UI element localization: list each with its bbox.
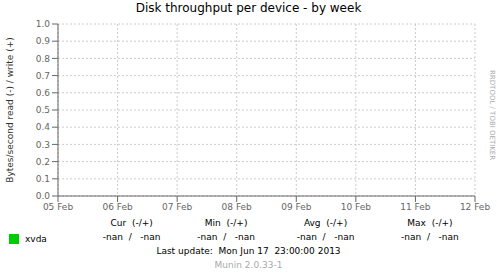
html-text:-nan / -nan: -nan / -nan (401, 232, 459, 242)
html-text:Last update: Mon Jun 17 23:00:: Last update: Mon Jun 17 23:00:00 2013 (156, 246, 341, 256)
svg-text:07 Feb: 07 Feb (162, 202, 193, 212)
html-text:Cur (-/+): Cur (-/+) (110, 218, 153, 228)
svg-text:0.2: 0.2 (36, 157, 50, 167)
svg-text:0.7: 0.7 (36, 71, 50, 81)
svg-text:1.0: 1.0 (36, 19, 51, 29)
svg-text:12 Feb: 12 Feb (460, 202, 491, 212)
svg-text:05 Feb: 05 Feb (43, 202, 74, 212)
svg-text:0.1: 0.1 (36, 174, 50, 184)
svg-text:08 Feb: 08 Feb (222, 202, 253, 212)
svg-text:11 Feb: 11 Feb (400, 202, 431, 212)
svg-text:0.3: 0.3 (36, 140, 50, 150)
html-text:-nan / -nan: -nan / -nan (296, 232, 355, 242)
svg-text:09 Feb: 09 Feb (281, 202, 312, 212)
html-text:xvda: xvda (25, 234, 47, 244)
svg-text:0.8: 0.8 (36, 54, 51, 64)
svg-text:Bytes/second read (-) / write: Bytes/second read (-) / write (+) (5, 37, 15, 182)
svg-text:06 Feb: 06 Feb (102, 202, 133, 212)
svg-text:0.0: 0.0 (36, 191, 51, 201)
svg-text:0.9: 0.9 (36, 36, 51, 46)
svg-text:0.4: 0.4 (36, 122, 51, 132)
svg-text:10 Feb: 10 Feb (341, 202, 372, 212)
svg-text:0.6: 0.6 (36, 88, 51, 98)
html-text:Max (-/+): Max (-/+) (407, 218, 453, 228)
html-text:Munin 2.0.33-1: Munin 2.0.33-1 (214, 260, 283, 270)
html-text:-nan / -nan: -nan / -nan (197, 232, 255, 242)
html-text:Min (-/+): Min (-/+) (204, 218, 248, 228)
html-text:Avg (-/+): Avg (-/+) (303, 218, 348, 228)
svg-text:0.5: 0.5 (36, 105, 50, 115)
html-text:Disk throughput per device - b: Disk throughput per device - by week (135, 1, 362, 15)
html-text:-nan / -nan: -nan / -nan (102, 232, 161, 242)
html-text:RRDTOOL / TOBI OETIKER: RRDTOOL / TOBI OETIKER (488, 69, 496, 161)
